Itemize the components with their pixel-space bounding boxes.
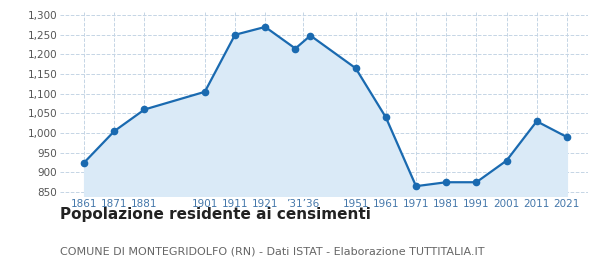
- Text: COMUNE DI MONTEGRIDOLFO (RN) - Dati ISTAT - Elaborazione TUTTITALIA.IT: COMUNE DI MONTEGRIDOLFO (RN) - Dati ISTA…: [60, 246, 485, 256]
- Text: Popolazione residente ai censimenti: Popolazione residente ai censimenti: [60, 207, 371, 222]
